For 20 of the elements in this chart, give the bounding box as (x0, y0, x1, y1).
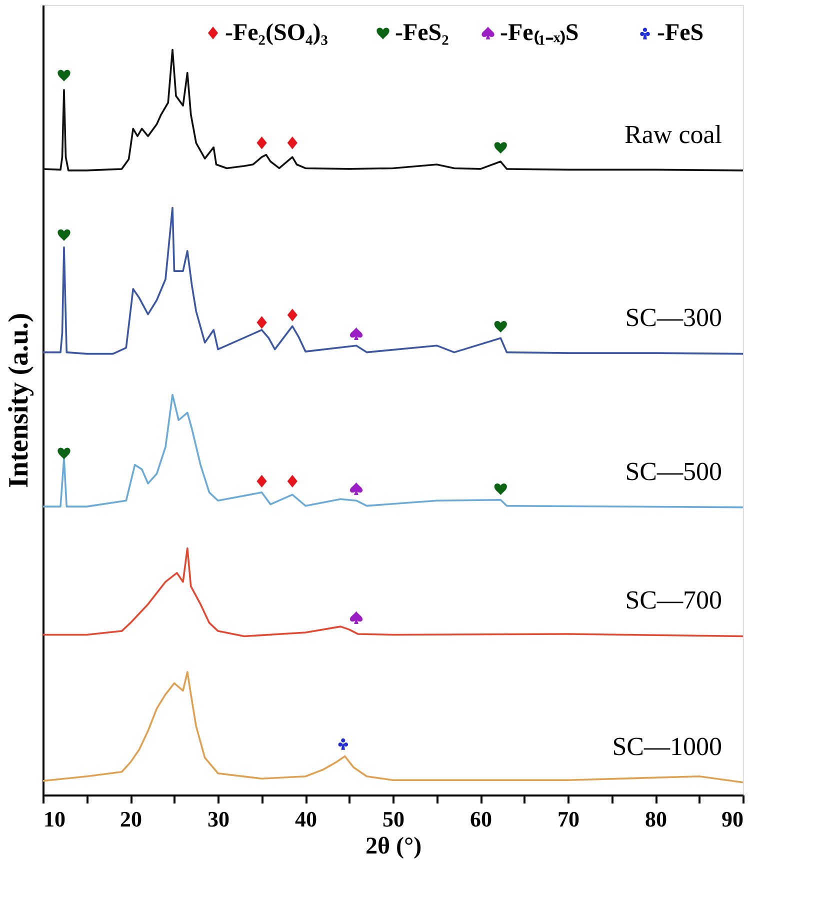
x-tick-label: 60 (470, 806, 492, 832)
x-tick-label: 50 (382, 806, 404, 832)
x-tick-label: 70 (558, 806, 580, 832)
series-label: Raw coal (624, 120, 722, 149)
y-axis-title: Intensity (a.u.) (4, 312, 34, 488)
legend-label: -Fe₂(SO₄)₃ (225, 20, 328, 46)
series-label: SC—500 (625, 456, 722, 486)
x-tick-label: 80 (645, 806, 667, 832)
legend-label: -FeS₂ (395, 20, 449, 46)
legend-label: -FeS (657, 20, 704, 46)
series-label: SC—700 (625, 586, 722, 615)
x-tick-label: 90 (722, 806, 744, 832)
x-tick-label: 30 (208, 806, 230, 832)
x-tick-label: 10 (44, 806, 66, 832)
x-tick-label: 40 (295, 806, 317, 832)
legend-label: -Fe₍₁₋ₓ₎S (500, 20, 579, 46)
x-axis-title: 2θ (°) (365, 834, 422, 860)
x-tick-label: 20 (120, 806, 142, 832)
series-label: SC—300 (625, 303, 722, 332)
series-label: SC—1000 (612, 732, 722, 761)
